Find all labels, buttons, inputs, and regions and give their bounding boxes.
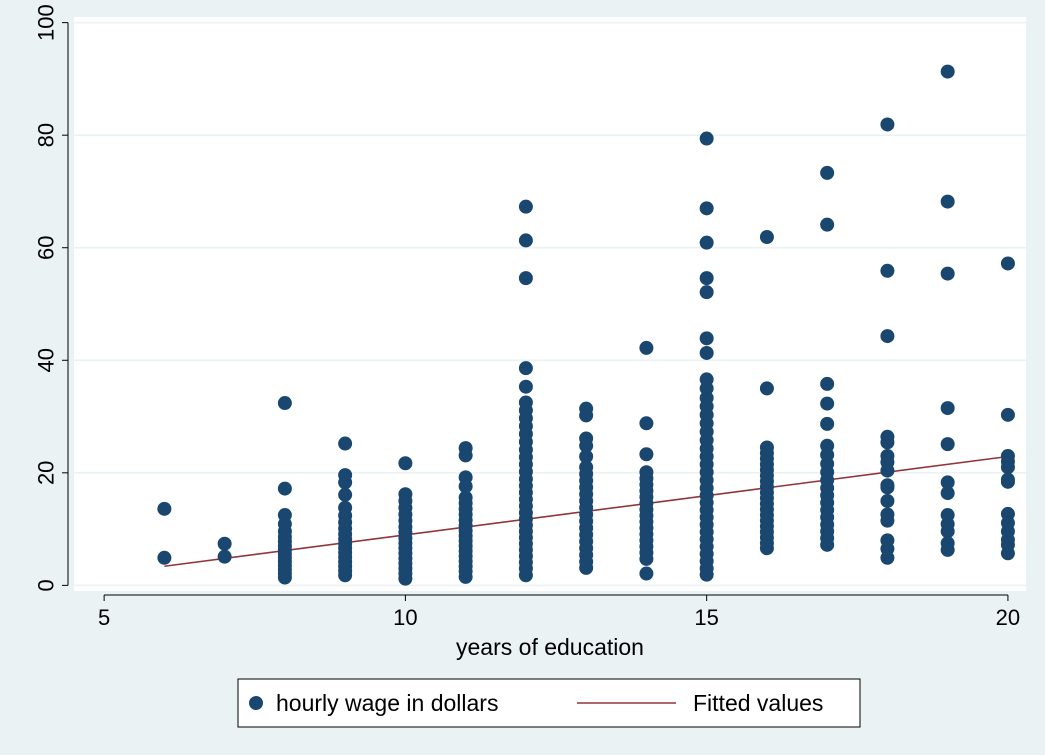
axes: 0 20 40 60 80 100 5 10 15 20 (34, 4, 1020, 630)
data-point (699, 567, 714, 582)
data-point (157, 501, 172, 516)
legend-box (237, 678, 861, 728)
data-point (880, 117, 895, 132)
data-point (518, 233, 533, 248)
data-point (940, 401, 955, 416)
x-tick-label-20: 20 (996, 605, 1020, 630)
data-point (458, 479, 473, 494)
data-point (277, 570, 292, 585)
legend-label-fitted: Fitted values (693, 690, 823, 716)
data-point (639, 447, 654, 462)
data-point (880, 550, 895, 565)
data-point (639, 340, 654, 355)
data-point (277, 396, 292, 411)
points-layer (157, 64, 1015, 586)
data-point (759, 381, 774, 396)
data-point (699, 131, 714, 146)
x-tick-label-5: 5 (98, 605, 110, 630)
legend-label-wage: hourly wage in dollars (276, 690, 498, 716)
data-point (579, 560, 594, 575)
data-point (940, 524, 955, 539)
data-point (940, 486, 955, 501)
data-point (579, 438, 594, 453)
x-tick-label-15: 15 (694, 605, 718, 630)
data-point (518, 568, 533, 583)
data-point (940, 437, 955, 452)
data-point (338, 487, 353, 502)
data-point (338, 436, 353, 451)
data-point (579, 408, 594, 423)
data-point (157, 550, 172, 565)
data-point (820, 396, 835, 411)
data-point (217, 549, 232, 564)
data-point (639, 566, 654, 581)
data-point (820, 165, 835, 180)
data-point (699, 271, 714, 286)
data-point (880, 493, 895, 508)
data-point (699, 331, 714, 346)
data-point (820, 217, 835, 232)
y-tick-label-60: 60 (34, 235, 59, 259)
y-tick-label-80: 80 (34, 123, 59, 147)
data-point (940, 542, 955, 557)
data-point (277, 481, 292, 496)
data-point (518, 379, 533, 394)
data-point (880, 435, 895, 450)
data-point (1000, 460, 1015, 475)
data-point (880, 329, 895, 344)
data-point (518, 361, 533, 376)
data-point (338, 568, 353, 583)
x-axis-title: years of education (456, 634, 644, 660)
data-point (880, 480, 895, 495)
data-point (398, 571, 413, 586)
data-point (1000, 407, 1015, 422)
data-point (699, 285, 714, 300)
data-point (458, 448, 473, 463)
legend-marker-wage (249, 696, 263, 710)
data-point (398, 456, 413, 471)
data-point (940, 64, 955, 79)
x-tick-label-10: 10 (393, 605, 417, 630)
data-point (820, 537, 835, 552)
data-point (880, 463, 895, 478)
data-point (639, 551, 654, 566)
data-point (759, 541, 774, 556)
y-tick-label-20: 20 (34, 461, 59, 485)
data-point (940, 475, 955, 490)
y-tick-label-100: 100 (34, 4, 59, 41)
data-point (699, 381, 714, 396)
data-point (518, 199, 533, 214)
data-point (699, 235, 714, 250)
grid (74, 21, 1026, 587)
y-tick-label-40: 40 (34, 348, 59, 372)
data-point (217, 536, 232, 551)
data-point (579, 449, 594, 464)
y-tick-label-0: 0 (34, 579, 59, 591)
data-point (759, 230, 774, 245)
legend: hourly wage in dollars Fitted values (237, 678, 861, 728)
data-point (940, 194, 955, 209)
data-point (1000, 546, 1015, 561)
data-point (820, 376, 835, 391)
data-point (1000, 256, 1015, 271)
plot-area (74, 17, 1026, 591)
data-point (820, 416, 835, 431)
data-point (699, 201, 714, 216)
data-point (880, 263, 895, 278)
data-point (1000, 474, 1015, 489)
data-point (458, 569, 473, 584)
data-point (880, 513, 895, 528)
data-point (338, 475, 353, 490)
data-point (639, 416, 654, 431)
data-point (940, 266, 955, 281)
data-point (518, 271, 533, 286)
data-point (699, 345, 714, 360)
